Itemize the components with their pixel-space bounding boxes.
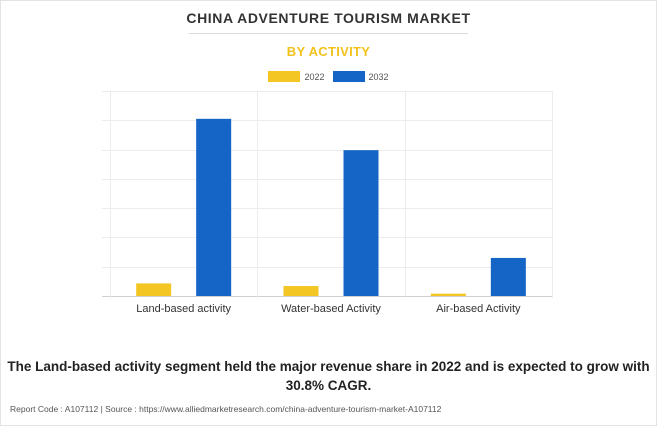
x-tick-label-0: Land-based activity: [136, 303, 231, 315]
x-tick-label-1: Water-based Activity: [281, 303, 381, 315]
bar-chart: Land-based activity Water-based Activity A…: [102, 91, 553, 315]
legend-item-2032[interactable]: 2032: [332, 71, 389, 82]
legend-label-2022: 2022: [304, 71, 325, 82]
bar-2022-2: [430, 293, 466, 296]
bar-2032-2: [490, 257, 526, 296]
legend-swatch-2022: [268, 71, 301, 82]
legend-item-2022[interactable]: 2022: [268, 71, 325, 82]
chart-title: CHINA ADVENTURE TOURISM MARKET: [186, 10, 471, 26]
legend-label-2032: 2032: [368, 71, 389, 82]
footnote: The Land-based activity segment held the…: [7, 359, 650, 393]
chart-subtitle: BY ACTIVITY: [286, 44, 371, 59]
bar-2032-1: [343, 150, 379, 296]
source-line: Report Code : A107112 | Source : https:/…: [10, 404, 442, 414]
bar-2022-1: [283, 286, 319, 296]
legend-swatch-2032: [332, 71, 365, 82]
bar-2022-0: [136, 283, 172, 296]
title-divider: [189, 33, 468, 34]
x-tick-label-2: Air-based Activity: [436, 303, 521, 315]
legend: 2022 2032: [0, 71, 657, 82]
bar-2032-0: [196, 118, 232, 296]
